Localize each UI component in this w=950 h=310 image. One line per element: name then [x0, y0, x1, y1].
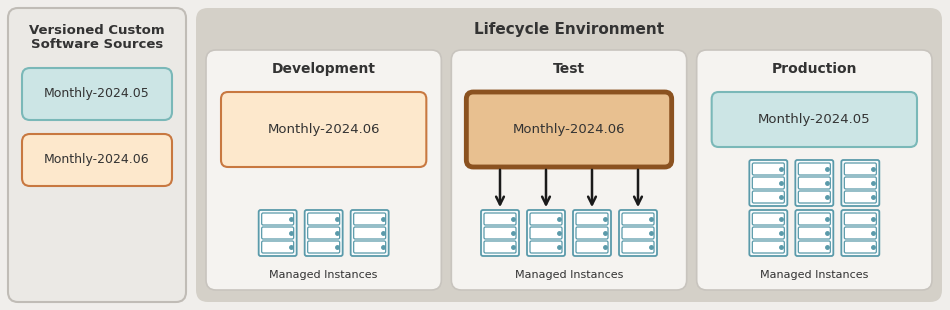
FancyBboxPatch shape — [573, 210, 611, 256]
FancyBboxPatch shape — [622, 241, 654, 253]
FancyBboxPatch shape — [484, 227, 516, 239]
FancyBboxPatch shape — [261, 213, 294, 225]
Text: Monthly-2024.06: Monthly-2024.06 — [513, 123, 625, 136]
FancyBboxPatch shape — [842, 210, 880, 256]
FancyBboxPatch shape — [527, 210, 565, 256]
FancyBboxPatch shape — [798, 227, 830, 239]
FancyBboxPatch shape — [308, 227, 340, 239]
FancyBboxPatch shape — [798, 177, 830, 189]
FancyBboxPatch shape — [308, 241, 340, 253]
FancyBboxPatch shape — [798, 163, 830, 175]
FancyBboxPatch shape — [752, 191, 785, 203]
FancyBboxPatch shape — [798, 213, 830, 225]
FancyBboxPatch shape — [351, 210, 389, 256]
FancyBboxPatch shape — [308, 213, 340, 225]
FancyBboxPatch shape — [752, 163, 785, 175]
FancyBboxPatch shape — [752, 227, 785, 239]
FancyBboxPatch shape — [353, 213, 386, 225]
Text: Monthly-2024.05: Monthly-2024.05 — [44, 87, 150, 100]
FancyBboxPatch shape — [258, 210, 296, 256]
FancyBboxPatch shape — [622, 227, 654, 239]
FancyBboxPatch shape — [619, 210, 657, 256]
FancyBboxPatch shape — [530, 227, 562, 239]
Text: Test: Test — [553, 62, 585, 76]
FancyBboxPatch shape — [752, 241, 785, 253]
FancyBboxPatch shape — [845, 163, 876, 175]
FancyBboxPatch shape — [622, 213, 654, 225]
FancyBboxPatch shape — [466, 92, 672, 167]
Text: Managed Instances: Managed Instances — [760, 270, 868, 280]
FancyBboxPatch shape — [845, 213, 876, 225]
Text: Production: Production — [771, 62, 857, 76]
FancyBboxPatch shape — [206, 50, 442, 290]
FancyBboxPatch shape — [752, 177, 785, 189]
Text: Managed Instances: Managed Instances — [270, 270, 378, 280]
Text: Software Sources: Software Sources — [30, 38, 163, 51]
FancyBboxPatch shape — [845, 241, 876, 253]
FancyBboxPatch shape — [353, 227, 386, 239]
FancyBboxPatch shape — [842, 160, 880, 206]
FancyBboxPatch shape — [795, 210, 833, 256]
FancyBboxPatch shape — [22, 68, 172, 120]
FancyBboxPatch shape — [845, 177, 876, 189]
FancyBboxPatch shape — [22, 134, 172, 186]
FancyBboxPatch shape — [696, 50, 932, 290]
FancyBboxPatch shape — [305, 210, 343, 256]
FancyBboxPatch shape — [451, 50, 687, 290]
FancyBboxPatch shape — [845, 227, 876, 239]
Text: Lifecycle Environment: Lifecycle Environment — [474, 22, 664, 37]
Text: Development: Development — [272, 62, 375, 76]
FancyBboxPatch shape — [750, 210, 788, 256]
FancyBboxPatch shape — [798, 241, 830, 253]
FancyBboxPatch shape — [481, 210, 519, 256]
Text: Managed Instances: Managed Instances — [515, 270, 623, 280]
FancyBboxPatch shape — [530, 241, 562, 253]
FancyBboxPatch shape — [750, 160, 788, 206]
Text: Monthly-2024.06: Monthly-2024.06 — [267, 123, 380, 136]
FancyBboxPatch shape — [261, 241, 294, 253]
FancyBboxPatch shape — [530, 213, 562, 225]
FancyBboxPatch shape — [196, 8, 942, 302]
FancyBboxPatch shape — [752, 213, 785, 225]
Text: Monthly-2024.06: Monthly-2024.06 — [45, 153, 150, 166]
FancyBboxPatch shape — [798, 191, 830, 203]
FancyBboxPatch shape — [221, 92, 427, 167]
FancyBboxPatch shape — [484, 213, 516, 225]
Text: Monthly-2024.05: Monthly-2024.05 — [758, 113, 870, 126]
FancyBboxPatch shape — [795, 160, 833, 206]
FancyBboxPatch shape — [576, 241, 608, 253]
FancyBboxPatch shape — [576, 227, 608, 239]
FancyBboxPatch shape — [712, 92, 917, 147]
FancyBboxPatch shape — [845, 191, 876, 203]
FancyBboxPatch shape — [484, 241, 516, 253]
FancyBboxPatch shape — [8, 8, 186, 302]
Text: Versioned Custom: Versioned Custom — [29, 24, 164, 37]
FancyBboxPatch shape — [576, 213, 608, 225]
FancyBboxPatch shape — [353, 241, 386, 253]
FancyBboxPatch shape — [261, 227, 294, 239]
